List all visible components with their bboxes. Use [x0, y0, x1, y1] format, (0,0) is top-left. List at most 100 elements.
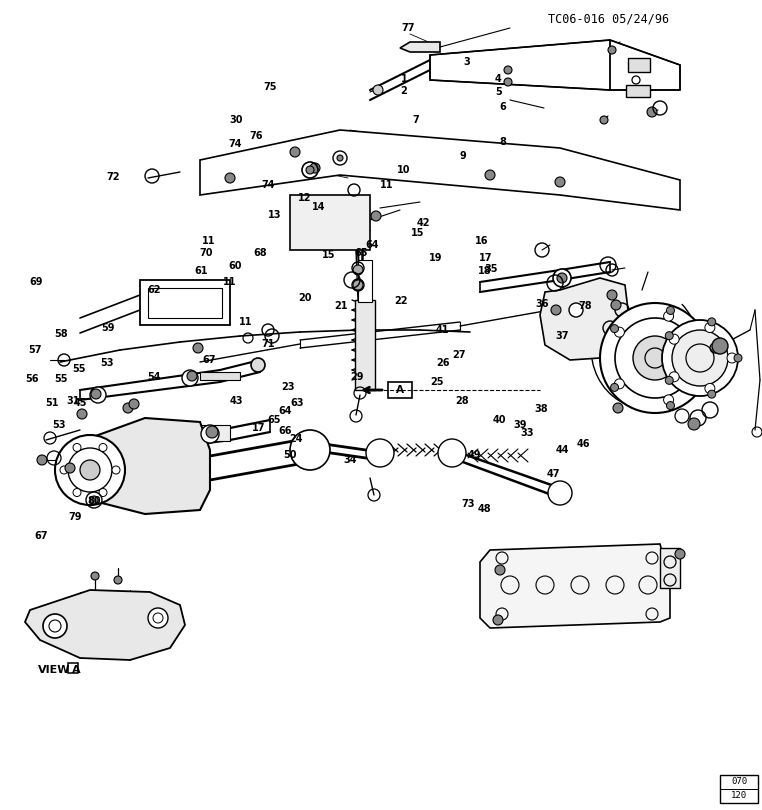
Circle shape	[608, 46, 616, 54]
Text: 5: 5	[495, 87, 501, 97]
Circle shape	[373, 85, 383, 95]
Text: 38: 38	[534, 404, 548, 414]
Text: 75: 75	[264, 83, 277, 92]
Bar	[290, 195, 370, 250]
Text: 6: 6	[500, 102, 506, 112]
Circle shape	[310, 163, 320, 173]
Text: 40: 40	[493, 415, 507, 424]
Text: 70: 70	[199, 248, 213, 258]
Text: 15: 15	[411, 228, 424, 238]
Bar	[388, 382, 412, 398]
Bar	[148, 288, 222, 318]
Text: 43: 43	[229, 396, 243, 406]
Circle shape	[647, 107, 657, 117]
Text: 53: 53	[53, 420, 66, 430]
Circle shape	[664, 311, 674, 321]
Text: 74: 74	[261, 180, 275, 190]
Circle shape	[90, 496, 98, 504]
Circle shape	[553, 269, 571, 287]
Text: 60: 60	[228, 261, 242, 271]
Circle shape	[306, 166, 314, 174]
Text: 71: 71	[261, 339, 275, 349]
Circle shape	[504, 66, 512, 74]
Bar	[660, 548, 680, 588]
Polygon shape	[430, 40, 680, 90]
Polygon shape	[480, 544, 670, 628]
Circle shape	[90, 387, 106, 403]
Circle shape	[43, 614, 67, 638]
Text: 69: 69	[30, 277, 43, 287]
Circle shape	[664, 394, 674, 405]
Text: 1: 1	[401, 75, 407, 84]
Text: 66: 66	[278, 426, 292, 436]
Circle shape	[91, 572, 99, 580]
Circle shape	[669, 372, 679, 382]
Text: 48: 48	[478, 504, 491, 514]
Circle shape	[366, 439, 394, 467]
Bar	[68, 663, 78, 673]
Text: 7: 7	[413, 115, 419, 125]
Text: 77: 77	[401, 23, 415, 33]
Text: 58: 58	[54, 329, 68, 339]
Circle shape	[206, 426, 218, 438]
Circle shape	[667, 402, 674, 410]
Text: 120: 120	[731, 791, 747, 800]
Text: 45: 45	[74, 399, 88, 408]
Text: 53: 53	[100, 358, 114, 368]
Polygon shape	[72, 418, 210, 514]
Circle shape	[55, 435, 125, 505]
Polygon shape	[540, 278, 628, 360]
Circle shape	[80, 446, 92, 458]
Circle shape	[77, 409, 87, 419]
Text: 72: 72	[106, 172, 120, 181]
Text: 30: 30	[229, 115, 243, 125]
Text: 46: 46	[577, 439, 591, 449]
Text: 42: 42	[417, 218, 431, 228]
Bar	[358, 260, 372, 302]
Text: 67: 67	[202, 356, 216, 365]
Text: 8: 8	[499, 137, 507, 147]
Text: 34: 34	[344, 455, 357, 465]
Circle shape	[607, 290, 617, 300]
Circle shape	[438, 439, 466, 467]
Text: 2: 2	[401, 86, 407, 96]
Text: 11: 11	[202, 237, 216, 246]
Circle shape	[614, 327, 624, 337]
Circle shape	[79, 445, 97, 463]
Circle shape	[37, 455, 47, 465]
Text: 28: 28	[455, 396, 469, 406]
Text: 65: 65	[267, 415, 281, 424]
Circle shape	[148, 608, 168, 628]
Text: 19: 19	[429, 253, 443, 262]
Bar	[195, 425, 230, 441]
Circle shape	[734, 354, 742, 362]
Text: 65: 65	[354, 248, 368, 258]
Text: 23: 23	[281, 382, 295, 392]
Text: 26: 26	[437, 358, 450, 368]
Circle shape	[665, 377, 674, 384]
Circle shape	[548, 481, 572, 505]
Text: 14: 14	[312, 202, 325, 211]
Text: 44: 44	[555, 445, 569, 454]
Circle shape	[504, 78, 512, 86]
Polygon shape	[200, 130, 680, 210]
Circle shape	[353, 280, 363, 290]
Circle shape	[182, 370, 198, 386]
Text: 37: 37	[555, 331, 569, 341]
Text: 17: 17	[252, 423, 266, 433]
Circle shape	[114, 576, 122, 584]
Text: 64: 64	[365, 240, 379, 249]
Circle shape	[662, 320, 738, 396]
Circle shape	[712, 338, 728, 354]
Text: 24: 24	[289, 434, 303, 444]
Circle shape	[708, 318, 716, 326]
Text: 18: 18	[478, 266, 491, 276]
Circle shape	[569, 303, 583, 317]
Text: 64: 64	[278, 407, 292, 416]
Text: 31: 31	[66, 396, 80, 406]
Polygon shape	[400, 42, 440, 52]
Text: 76: 76	[249, 131, 263, 141]
Circle shape	[613, 403, 623, 413]
Text: 10: 10	[397, 165, 411, 175]
Circle shape	[694, 353, 704, 363]
